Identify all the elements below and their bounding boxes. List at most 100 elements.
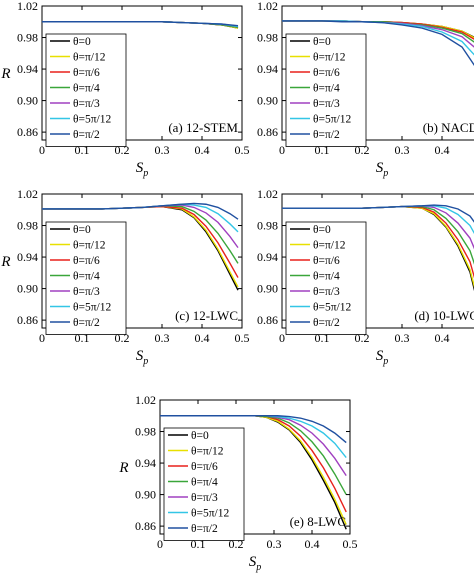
legend-entry-label: θ=5π/12 bbox=[73, 302, 111, 314]
series-line-7 bbox=[282, 204, 474, 223]
x-axis-label-main: S bbox=[249, 554, 257, 570]
chart-panel-4: 00.10.20.30.40.50.860.900.940.981.02Spθ=… bbox=[257, 187, 474, 367]
series-line-4 bbox=[42, 21, 239, 28]
x-axis-label-main: S bbox=[136, 160, 144, 176]
x-axis-label: Sp bbox=[249, 554, 262, 573]
x-tick-label: 0.5 bbox=[235, 143, 250, 157]
y-tick-label: 0.90 bbox=[135, 488, 156, 502]
legend-entry-label: θ=π/4 bbox=[313, 271, 340, 283]
y-tick-label: 0.94 bbox=[17, 250, 38, 264]
plot-frame bbox=[41, 193, 243, 329]
y-axis-label: R bbox=[0, 66, 10, 82]
x-axis-label-subscript: p bbox=[142, 168, 148, 179]
series-line-1 bbox=[42, 21, 239, 29]
legend-box bbox=[45, 221, 127, 335]
legend-entry-label: θ=π/12 bbox=[73, 52, 106, 64]
legend-entry-label: θ=5π/12 bbox=[191, 508, 229, 520]
y-axis-label: R bbox=[118, 460, 128, 476]
chart-panel-5: 0 0.1 0.2 0.3 0.4 0.50.860.900.940.981.02SpRθ… bbox=[118, 393, 357, 573]
legend-entry-label: θ=π/3 bbox=[191, 492, 218, 504]
y-tick-label: 1.02 bbox=[135, 393, 156, 407]
legend-entry-label: θ=0 bbox=[191, 430, 209, 442]
series-line-7 bbox=[42, 202, 239, 220]
panel-annotation: (c) 12-LWC bbox=[175, 308, 238, 323]
x-axis-label: Sp bbox=[136, 348, 149, 367]
chart-panel-3: 0 0.1 0.2 0.3 0.4 0.50.860.900.940.981.02SpRθ… bbox=[0, 187, 249, 367]
y-tick-label: 0.98 bbox=[257, 31, 278, 45]
legend-entry-label: θ=π/6 bbox=[313, 255, 340, 267]
legend-entry-label: θ=5π/12 bbox=[313, 114, 351, 126]
y-tick-label: 1.02 bbox=[17, 187, 38, 201]
legend-entry-label: θ=π/12 bbox=[313, 240, 346, 252]
x-axis-label-subscript: p bbox=[142, 356, 148, 367]
y-tick-label: 0.86 bbox=[135, 519, 156, 533]
legend-entry-label: θ=0 bbox=[313, 36, 331, 48]
x-tick-label: 0.4 bbox=[435, 331, 450, 345]
x-tick-label: 0.3 bbox=[155, 143, 170, 157]
plot-frame bbox=[41, 5, 243, 141]
y-tick-label: 0.90 bbox=[17, 282, 38, 296]
x-axis-label-main: S bbox=[136, 348, 144, 364]
legend-entry-label: θ=5π/12 bbox=[73, 114, 111, 126]
y-axis-label: R bbox=[0, 254, 10, 270]
y-tick-label: 0.94 bbox=[257, 62, 278, 76]
legend-entry-label: θ=π/12 bbox=[73, 240, 106, 252]
y-tick-label: 0.98 bbox=[17, 219, 38, 233]
x-tick-label: 0 bbox=[39, 143, 45, 157]
x-tick-label: 0.4 bbox=[305, 537, 320, 551]
x-axis-label-main: S bbox=[376, 348, 384, 364]
chart-panel-1: 0 0.1 0.2 0.3 0.4 0.50.860.900.940.981.02SpRθ… bbox=[0, 0, 249, 179]
x-tick-label: 0 bbox=[157, 537, 163, 551]
y-tick-label: 0.98 bbox=[257, 219, 278, 233]
legend-entry-label: θ=π/3 bbox=[73, 286, 100, 298]
y-tick-label: 0.86 bbox=[17, 313, 38, 327]
legend-entry-label: θ=π/3 bbox=[313, 286, 340, 298]
x-tick-label: 0 bbox=[39, 331, 45, 345]
x-tick-label: 0.3 bbox=[395, 331, 410, 345]
y-tick-label: 0.94 bbox=[257, 250, 278, 264]
legend-entry-label: θ=π/6 bbox=[191, 461, 218, 473]
y-tick-label: 0.90 bbox=[257, 282, 278, 296]
legend-entry-label: θ=0 bbox=[73, 36, 91, 48]
series-line-2 bbox=[42, 21, 239, 29]
series-line-7 bbox=[42, 21, 239, 27]
panel-annotation: (b) NACD bbox=[423, 120, 474, 135]
legend-entry-label: θ=0 bbox=[313, 224, 331, 236]
y-tick-label: 0.98 bbox=[17, 31, 38, 45]
legend-entry-label: θ=π/4 bbox=[73, 271, 100, 283]
y-tick-label: 0.86 bbox=[17, 125, 38, 139]
x-tick-label: 0.3 bbox=[267, 537, 282, 551]
x-axis-label-main: S bbox=[376, 160, 384, 176]
y-tick-label: 1.02 bbox=[17, 0, 38, 13]
panel-annotation: (a) 12-STEM bbox=[168, 120, 238, 135]
x-tick-label: 0 bbox=[279, 143, 285, 157]
legend-box bbox=[45, 33, 127, 147]
x-axis-label-subscript: p bbox=[382, 356, 388, 367]
series-line-7 bbox=[160, 415, 347, 444]
legend-entry-label: θ=π/2 bbox=[73, 317, 100, 329]
y-tick-label: 0.94 bbox=[17, 62, 38, 76]
panel-annotation: (d) 10-LWC bbox=[414, 308, 474, 323]
legend-box bbox=[285, 221, 367, 335]
legend-entry-label: θ=π/3 bbox=[73, 98, 100, 110]
plot-frame bbox=[159, 399, 351, 535]
legend-entry-label: θ=π/2 bbox=[73, 129, 100, 141]
y-tick-label: 1.02 bbox=[257, 0, 278, 13]
x-axis-label-subscript: p bbox=[382, 168, 388, 179]
x-tick-label: 0 bbox=[279, 331, 285, 345]
x-axis-label: Sp bbox=[376, 348, 389, 367]
legend-box bbox=[163, 427, 245, 541]
legend-entry-label: θ=π/12 bbox=[313, 52, 346, 64]
legend-entry-label: θ=π/2 bbox=[313, 317, 340, 329]
x-axis-label: Sp bbox=[376, 160, 389, 179]
legend-entry-label: θ=π/3 bbox=[313, 98, 340, 110]
legend-entry-label: θ=π/12 bbox=[191, 446, 224, 458]
y-tick-label: 0.86 bbox=[257, 313, 278, 327]
legend-entry-label: θ=5π/12 bbox=[313, 302, 351, 314]
panel-annotation: (e) 8-LWC bbox=[290, 514, 346, 529]
legend-entry-label: θ=π/4 bbox=[191, 477, 218, 489]
x-tick-label: 0.4 bbox=[195, 143, 210, 157]
y-tick-label: 0.90 bbox=[17, 94, 38, 108]
legend-box bbox=[285, 33, 367, 147]
